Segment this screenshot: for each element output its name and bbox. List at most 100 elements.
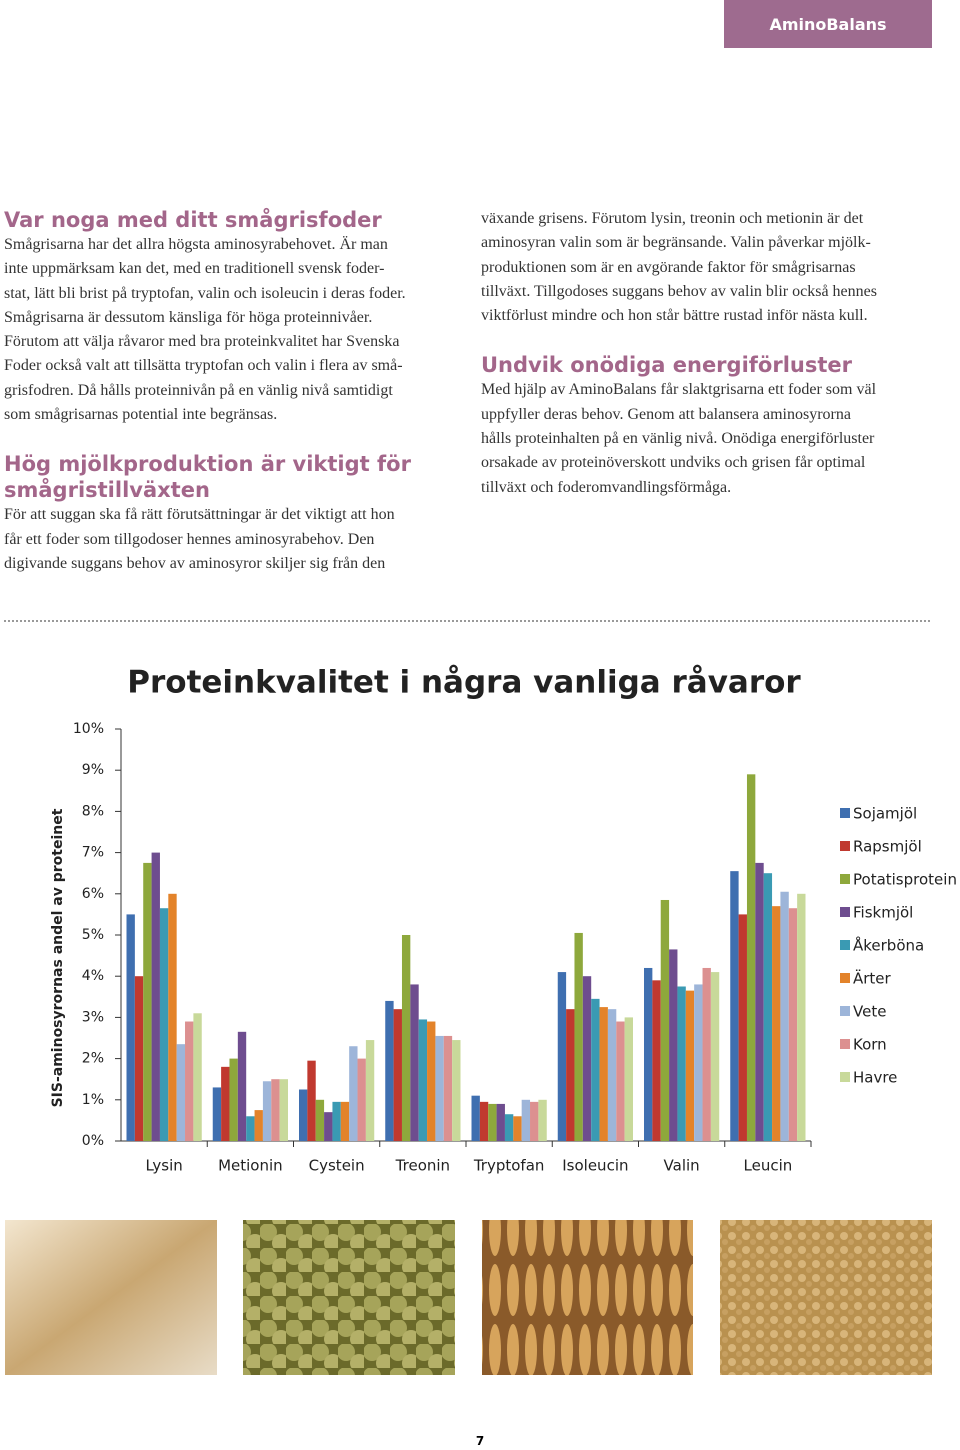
bar [669, 949, 678, 1141]
legend-swatch [840, 841, 850, 851]
bar [496, 1103, 505, 1141]
y-tick-label: 4% [82, 968, 104, 984]
bar [599, 1007, 608, 1141]
bar [168, 893, 177, 1141]
bar [660, 899, 670, 1141]
bar [262, 1081, 272, 1141]
text-line: får ett foder som tillgodoser hennes ami… [4, 530, 375, 548]
bar [126, 914, 135, 1141]
heading-line: Hög mjölkproduktion är viktigt för [4, 452, 411, 477]
y-tick-label: 3% [82, 1009, 104, 1025]
legend-label: Potatisprotein [853, 871, 957, 889]
bar [246, 1116, 255, 1141]
bar [349, 1046, 358, 1141]
bar [427, 1021, 436, 1141]
bar [755, 862, 764, 1141]
bar [340, 1101, 350, 1141]
bar [530, 1101, 539, 1141]
bar [607, 1009, 617, 1141]
chart-title: Proteinkvalitet i några vanliga råvaror [127, 665, 801, 701]
section: Var noga med ditt smågrisfoder Smågrisarn… [4, 207, 464, 427]
section: växande grisens. Förutom lysin, treonin … [481, 207, 951, 328]
y-axis-label: SIS-aminosyrornas andel av proteinet [50, 808, 66, 1107]
bar [685, 990, 695, 1141]
divider [4, 620, 930, 622]
y-tick-label: 6% [82, 886, 104, 902]
bar [159, 908, 169, 1141]
text-line: stat, lätt bli brist på tryptofan, valin… [4, 284, 406, 302]
heading-line: Undvik onödiga energiförluster [481, 353, 852, 378]
bar [254, 1110, 263, 1141]
bar [212, 1087, 222, 1141]
bar [385, 1000, 394, 1141]
bar [435, 1035, 444, 1141]
bar [624, 1017, 633, 1141]
text-line: För att suggan ska få rätt förutsättning… [4, 506, 395, 524]
bar [566, 1009, 575, 1141]
bar [730, 871, 739, 1141]
text-line: Smågrisarna är dessutom känsliga för hög… [4, 308, 373, 326]
text-line: Med hjälp av AminoBalans får slaktgrisar… [481, 381, 877, 399]
x-tick-label: Metionin [218, 1157, 283, 1175]
bar [616, 1021, 625, 1141]
legend-swatch [840, 907, 850, 917]
bar [357, 1058, 366, 1141]
bar [644, 967, 653, 1141]
text-line: aminosyran valin som är begränsande. Val… [481, 234, 871, 252]
bar [772, 906, 781, 1141]
x-tick-label: Tryptofan [473, 1157, 545, 1175]
legend-label: Åkerböna [853, 936, 924, 955]
legend-swatch [840, 940, 850, 950]
heading-line: smågristillväxten [4, 478, 210, 503]
legend-swatch [840, 1072, 850, 1082]
photo-grain [482, 1220, 693, 1375]
bar [324, 1112, 333, 1141]
bar [763, 873, 773, 1141]
x-tick-label: Valin [664, 1157, 700, 1175]
legend-swatch [840, 808, 850, 818]
bar [710, 972, 720, 1141]
text-line: produktionen som är en avgörande faktor … [481, 258, 856, 276]
y-tick-label: 1% [82, 1092, 104, 1108]
section: Hög mjölkproduktion är viktigt för smågri… [4, 451, 464, 576]
bar [237, 1031, 247, 1141]
legend-label: Vete [853, 1003, 886, 1021]
text-line: som smågrisarnas potential inte begränsa… [4, 406, 278, 424]
bar [176, 1044, 186, 1141]
bar [677, 986, 686, 1141]
legend-label: Korn [853, 1036, 887, 1054]
text-line: viktförlust mindre och hon står bättre r… [481, 307, 868, 325]
heading-line: Var noga med ditt smågrisfoder [4, 208, 382, 232]
bar [471, 1095, 480, 1141]
y-tick-label: 7% [82, 845, 104, 861]
page-number: 7 [475, 1434, 485, 1448]
bar [746, 774, 756, 1141]
bar [299, 1089, 308, 1141]
bar [307, 1060, 316, 1141]
legend-swatch [840, 1039, 850, 1049]
bar [591, 998, 600, 1141]
section: Undvik onödiga energiförluster Med hjälp … [481, 352, 951, 499]
photo-wheat [5, 1220, 217, 1375]
legend-swatch [840, 874, 850, 884]
text-line: uppfyller deras behov. Genom att balanse… [481, 405, 851, 423]
bar [738, 914, 747, 1141]
bar [229, 1058, 238, 1141]
text-line: växande grisens. Förutom lysin, treonin … [481, 210, 864, 227]
x-tick-label: Cystein [309, 1157, 365, 1175]
bar [401, 935, 411, 1141]
photo-meal [720, 1220, 932, 1375]
text-line: orsakade av proteinöverskott undviks och… [481, 454, 866, 472]
bar [332, 1101, 341, 1141]
legend-label: Sojamjöl [853, 805, 917, 823]
bar [780, 891, 789, 1141]
bar [521, 1099, 531, 1141]
y-tick-label: 9% [82, 762, 104, 778]
legend-label: Fiskmjöl [853, 904, 913, 922]
bar [279, 1079, 288, 1141]
text-line: Förutom att välja råvaror med bra protei… [4, 333, 400, 351]
right-column: växande grisens. Förutom lysin, treonin … [481, 207, 951, 500]
y-tick-label: 8% [82, 803, 104, 819]
text-line: tillväxt. Tillgodoses suggans behov av v… [481, 282, 877, 300]
